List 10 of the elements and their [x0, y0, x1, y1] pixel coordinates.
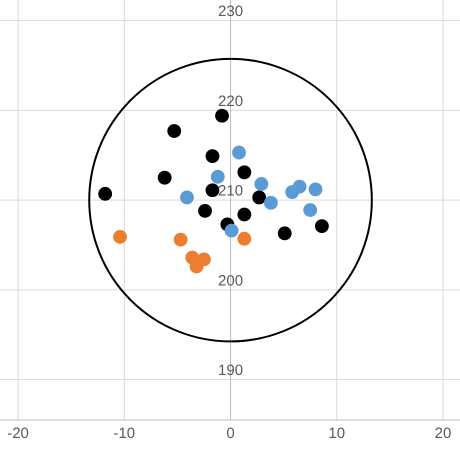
x-tick-label: -10 [113, 425, 136, 442]
y-tick-label: 210 [218, 182, 244, 200]
x-tick-label: 10 [328, 425, 346, 442]
x-tick-label: 20 [434, 425, 452, 442]
y-tick-label: 220 [218, 92, 244, 110]
x-tick-label: -20 [7, 425, 29, 442]
x-tick-label: 0 [226, 425, 235, 442]
y-tick-label: 200 [218, 272, 244, 290]
y-tick-label: 230 [218, 3, 244, 20]
y-tick-label: 190 [218, 362, 244, 380]
